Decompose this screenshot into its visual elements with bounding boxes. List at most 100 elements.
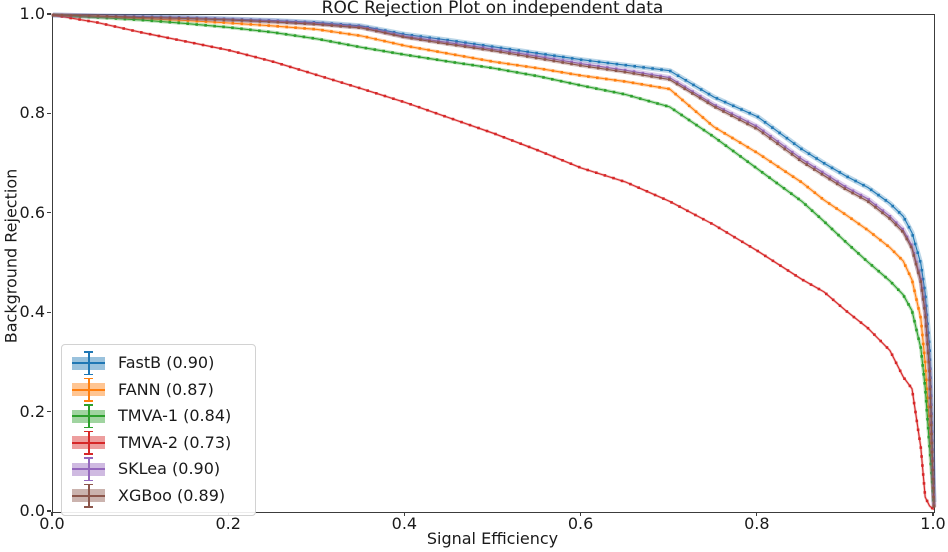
curve-marker	[675, 82, 679, 86]
curve-marker	[544, 53, 547, 56]
curve-marker	[924, 369, 927, 373]
curve-marker	[919, 346, 922, 349]
curve-marker	[877, 193, 880, 197]
curve-marker	[695, 123, 698, 127]
curve-marker	[828, 177, 831, 181]
curve-marker	[210, 45, 214, 49]
curve-marker	[60, 15, 64, 18]
curve-marker	[678, 205, 681, 208]
curve-marker	[764, 254, 767, 258]
curve-marker	[148, 32, 152, 36]
legend-item: FANN (0.87)	[62, 377, 255, 404]
curve-marker	[427, 48, 430, 52]
curve-marker	[653, 193, 657, 197]
curve-marker	[930, 506, 934, 510]
curve-marker	[817, 287, 821, 291]
curve-marker	[552, 57, 556, 61]
curve-marker	[401, 35, 404, 39]
curve-marker	[559, 79, 563, 83]
curve-marker	[577, 165, 581, 169]
curve-marker	[543, 58, 547, 61]
curve-marker	[303, 22, 307, 25]
curve-marker	[806, 185, 809, 189]
curve-marker	[651, 67, 654, 70]
curve-marker	[175, 38, 178, 41]
curve-marker	[902, 295, 906, 298]
curve-marker	[131, 29, 134, 32]
roc-curve-TMVA-1	[51, 13, 936, 508]
curve-marker	[821, 170, 824, 174]
curve-marker	[931, 477, 935, 481]
legend-label: TMVA-2 (0.73)	[118, 432, 232, 452]
curve-marker	[595, 171, 598, 174]
curve-marker	[204, 24, 207, 27]
curve-marker	[872, 233, 875, 236]
curve-marker	[630, 94, 633, 98]
curve-marker	[596, 76, 599, 80]
curve-marker	[914, 410, 917, 414]
curve-marker	[168, 18, 172, 22]
curve-marker	[96, 14, 100, 18]
curve-marker	[894, 361, 898, 365]
curve-marker	[859, 196, 862, 199]
curve-marker	[831, 298, 835, 302]
curve-marker	[645, 190, 649, 193]
curve-marker	[799, 180, 802, 183]
curve-marker	[800, 147, 803, 151]
curve-marker	[312, 27, 315, 31]
curve-marker	[776, 140, 780, 143]
curve-marker	[294, 26, 297, 29]
curve-marker	[515, 71, 519, 74]
curve-marker	[786, 269, 790, 272]
curve-marker	[606, 61, 610, 65]
curve-marker	[195, 19, 199, 23]
curve-marker	[258, 20, 262, 23]
curve-marker	[526, 50, 529, 54]
curve-marker	[910, 243, 913, 247]
curve-marker	[494, 132, 497, 136]
curve-marker	[706, 101, 710, 105]
curve-marker	[870, 264, 874, 267]
curve-marker	[570, 60, 573, 64]
curve-marker	[453, 53, 457, 57]
curve-marker	[930, 432, 933, 436]
curve-marker	[649, 84, 652, 88]
curve-marker	[366, 27, 369, 31]
curve-marker	[754, 126, 757, 130]
curve-marker	[417, 105, 421, 109]
curve-marker	[451, 117, 455, 121]
curve-marker	[159, 18, 163, 21]
curve-marker	[267, 24, 270, 27]
x-tick-label: 0.0	[39, 514, 65, 533]
curve-marker	[254, 55, 257, 59]
curve-marker	[658, 86, 661, 89]
curve-marker	[533, 66, 537, 70]
curve-marker	[930, 441, 934, 445]
y-tick-label: 0.2	[19, 401, 45, 421]
curve-marker	[915, 298, 918, 301]
x-tick-mark	[403, 512, 405, 516]
curve-marker	[916, 428, 920, 432]
y-tick-mark	[47, 13, 51, 15]
legend-errorbar-swatch-icon	[72, 403, 105, 429]
curve-marker	[779, 264, 782, 267]
curve-marker	[675, 80, 679, 84]
curve-marker	[195, 17, 199, 21]
curve-marker	[463, 45, 467, 48]
curve-marker	[222, 25, 225, 29]
curve-marker	[78, 18, 81, 21]
curve-marker	[869, 188, 873, 192]
curve-marker	[905, 237, 909, 241]
curve-marker	[157, 34, 161, 38]
curve-marker	[114, 17, 118, 20]
curve-marker	[650, 73, 654, 76]
curve-marker	[925, 499, 929, 503]
y-tick-mark	[47, 311, 51, 313]
curve-marker	[920, 324, 923, 328]
curve-marker	[401, 32, 405, 36]
curve-marker	[810, 209, 814, 212]
curve-marker	[923, 307, 926, 310]
plot-area	[51, 12, 937, 513]
curve-marker	[489, 59, 492, 63]
curve-marker	[899, 256, 902, 260]
